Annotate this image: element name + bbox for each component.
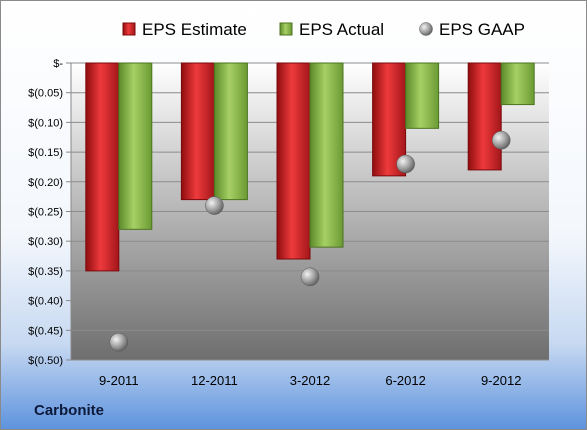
marker-eps-gaap <box>491 130 511 150</box>
marker-eps-gaap <box>396 154 415 174</box>
bar-eps-estimate <box>467 62 502 171</box>
legend-eps-actual-swatch <box>279 22 293 36</box>
y-tick-label: $- <box>53 58 63 70</box>
legend-eps-estimate-label: EPS Estimate <box>142 20 247 39</box>
bar-eps-estimate <box>85 62 120 272</box>
bar-eps-estimate <box>276 62 311 260</box>
legend-eps-estimate-swatch <box>122 22 136 36</box>
x-tick-label: 3-2012 <box>290 373 330 388</box>
y-tick-label: $(0.20) <box>28 177 63 189</box>
legend-eps-gaap-swatch <box>419 22 433 36</box>
gaap-markers <box>109 130 511 352</box>
y-tick-label: $(0.30) <box>28 236 63 248</box>
y-axis-ticks: $- $(0.05) $(0.10) $(0.15) $(0.20) $(0.25) $(0… <box>28 58 63 367</box>
marker-eps-gaap <box>109 332 129 352</box>
x-tick-label: 6-2012 <box>385 373 425 388</box>
x-axis-categories: 9-2011 12-2011 3-2012 6-2012 9-2012 <box>99 373 521 388</box>
marker-eps-gaap <box>205 196 224 215</box>
bar-eps-actual <box>118 62 153 230</box>
bar-eps-actual <box>213 62 248 201</box>
y-tick-label: $(0.25) <box>28 207 63 219</box>
marker-eps-gaap <box>300 267 320 287</box>
legend: EPS Estimate EPS Actual EPS GAAP <box>122 20 525 39</box>
y-tick-label: $(0.45) <box>28 325 63 337</box>
y-tick-label: $(0.10) <box>28 117 63 129</box>
legend-eps-actual-label: EPS Actual <box>299 20 384 39</box>
x-tick-label: 12-2011 <box>191 373 238 388</box>
y-tick-label: $(0.40) <box>28 296 63 308</box>
y-tick-label: $(0.05) <box>28 88 63 100</box>
bar-eps-actual <box>500 62 535 106</box>
y-tick-label: $(0.15) <box>28 147 63 159</box>
x-tick-label: 9-2011 <box>99 373 139 388</box>
bar-eps-actual <box>309 62 344 248</box>
company-name: Carbonite <box>34 402 105 419</box>
bar-eps-actual <box>405 62 440 129</box>
bars <box>85 62 535 272</box>
y-tick-label: $(0.50) <box>28 355 63 367</box>
x-tick-label: 9-2012 <box>481 373 521 388</box>
bar-eps-estimate <box>180 62 215 201</box>
y-tick-label: $(0.35) <box>28 266 63 278</box>
legend-eps-gaap-label: EPS GAAP <box>439 20 525 39</box>
